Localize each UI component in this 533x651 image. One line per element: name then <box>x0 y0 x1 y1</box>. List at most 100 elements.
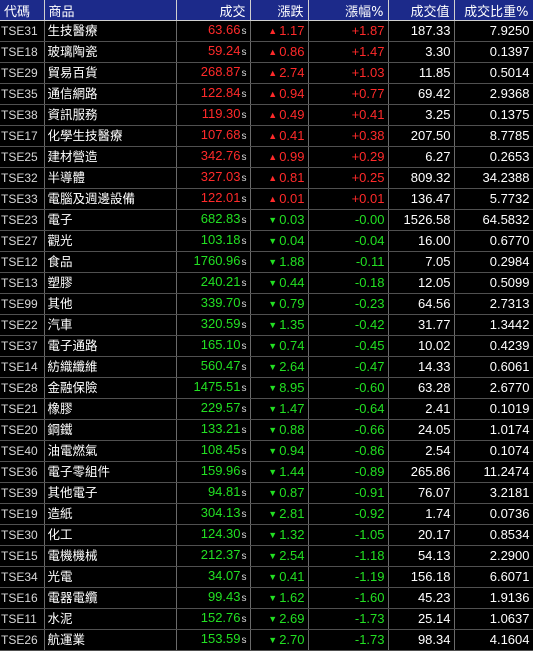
change-cell: ▼ 2.81 <box>250 503 309 525</box>
change-cell: ▼ 1.35 <box>250 314 309 336</box>
sector-name: 金融保險 <box>44 377 177 399</box>
turnover-cell: 3.30 <box>388 41 455 63</box>
turnover-ratio-cell: 0.1397 <box>454 41 533 63</box>
change-value: 0.88 <box>279 421 305 437</box>
up-triangle-icon: ▲ <box>268 172 278 183</box>
table-row[interactable]: TSE31 生技醫療 63.66s ▲ 1.17 +1.87 187.33 7.9250 <box>0 20 533 42</box>
column-header-price[interactable]: 成交 <box>176 0 251 21</box>
down-triangle-icon: ▼ <box>268 235 278 246</box>
table-header: 代碼 商品 成交 漲跌 漲幅% 成交值 成交比重% <box>0 0 533 21</box>
turnover-cell: 24.05 <box>388 419 455 441</box>
down-triangle-icon: ▼ <box>268 361 278 372</box>
table-row[interactable]: TSE23 電子 682.83s ▼ 0.03 -0.00 1526.58 64.5832 <box>0 209 533 231</box>
table-row[interactable]: TSE26 航運業 153.59s ▼ 2.70 -1.73 98.34 4.1604 <box>0 629 533 651</box>
table-row[interactable]: TSE40 油電燃氣 108.45s ▼ 0.94 -0.86 2.54 0.1074 <box>0 440 533 462</box>
table-row[interactable]: TSE36 電子零組件 159.96s ▼ 1.44 -0.89 265.86 11.2474 <box>0 461 533 483</box>
price-value: 682.83 <box>200 211 241 226</box>
change-pct-cell: -1.73 <box>308 608 389 630</box>
price-cell: 304.13s <box>176 503 251 525</box>
table-row[interactable]: TSE33 電腦及週邊設備 122.01s ▲ 0.01 +0.01 136.47 5.773… <box>0 188 533 210</box>
table-row[interactable]: TSE25 建材營造 342.76s ▲ 0.99 +0.29 6.27 0.2653 <box>0 146 533 168</box>
table-row[interactable]: TSE15 電機機械 212.37s ▼ 2.54 -1.18 54.13 2.2900 <box>0 545 533 567</box>
sector-code: TSE16 <box>0 587 45 609</box>
table-row[interactable]: TSE39 其他電子 94.81s ▼ 0.87 -0.91 76.07 3.2181 <box>0 482 533 504</box>
table-row[interactable]: TSE12 食品 1760.96s ▼ 1.88 -0.11 7.05 0.2984 <box>0 251 533 273</box>
price-cell: 152.76s <box>176 608 251 630</box>
sector-name: 化學生技醫療 <box>44 125 177 147</box>
turnover-cell: 11.85 <box>388 62 455 84</box>
change-cell: ▲ 0.49 <box>250 104 309 126</box>
table-row[interactable]: TSE99 其他 339.70s ▼ 0.79 -0.23 64.56 2.7313 <box>0 293 533 315</box>
down-triangle-icon: ▼ <box>268 508 278 519</box>
change-cell: ▼ 0.88 <box>250 419 309 441</box>
change-pct-cell: -1.18 <box>308 545 389 567</box>
column-header-change-pct[interactable]: 漲幅% <box>308 0 389 21</box>
price-cell: 560.47s <box>176 356 251 378</box>
table-row[interactable]: TSE19 造紙 304.13s ▼ 2.81 -0.92 1.74 0.0736 <box>0 503 533 525</box>
change-pct-cell: +1.87 <box>308 20 389 42</box>
table-row[interactable]: TSE11 水泥 152.76s ▼ 2.69 -1.73 25.14 1.0637 <box>0 608 533 630</box>
table-row[interactable]: TSE17 化學生技醫療 107.68s ▲ 0.41 +0.38 207.50 8.7785 <box>0 125 533 147</box>
up-triangle-icon: ▲ <box>268 67 278 78</box>
price-cell: 94.81s <box>176 482 251 504</box>
turnover-cell: 3.25 <box>388 104 455 126</box>
table-row[interactable]: TSE37 電子通路 165.10s ▼ 0.74 -0.45 10.02 0.4239 <box>0 335 533 357</box>
sector-name: 光電 <box>44 566 177 588</box>
table-row[interactable]: TSE34 光電 34.07s ▼ 0.41 -1.19 156.18 6.6071 <box>0 566 533 588</box>
column-header-turnover-ratio[interactable]: 成交比重% <box>454 0 533 21</box>
price-value: 59.24 <box>207 43 241 58</box>
turnover-cell: 45.23 <box>388 587 455 609</box>
turnover-cell: 20.17 <box>388 524 455 546</box>
change-cell: ▼ 0.79 <box>250 293 309 315</box>
table-row[interactable]: TSE14 紡織纖維 560.47s ▼ 2.64 -0.47 14.33 0.6061 <box>0 356 533 378</box>
table-row[interactable]: TSE30 化工 124.30s ▼ 1.32 -1.05 20.17 0.8534 <box>0 524 533 546</box>
change-pct-cell: -1.60 <box>308 587 389 609</box>
table-row[interactable]: TSE27 觀光 103.18s ▼ 0.04 -0.04 16.00 0.6770 <box>0 230 533 252</box>
change-pct-cell: +0.25 <box>308 167 389 189</box>
sector-name: 玻璃陶瓷 <box>44 41 177 63</box>
change-value: 0.41 <box>279 127 305 143</box>
price-cell: 339.70s <box>176 293 251 315</box>
table-row[interactable]: TSE38 資訊服務 119.30s ▲ 0.49 +0.41 3.25 0.1375 <box>0 104 533 126</box>
sector-code: TSE14 <box>0 356 45 378</box>
price-value: 327.03 <box>200 169 241 184</box>
table-row[interactable]: TSE20 鋼鐵 133.21s ▼ 0.88 -0.66 24.05 1.0174 <box>0 419 533 441</box>
table-row[interactable]: TSE28 金融保險 1475.51s ▼ 8.95 -0.60 63.28 2.6770 <box>0 377 533 399</box>
turnover-ratio-cell: 0.4239 <box>454 335 533 357</box>
price-cell: 63.66s <box>176 20 251 42</box>
change-value: 0.94 <box>279 442 305 458</box>
price-value: 63.66 <box>207 22 241 37</box>
change-cell: ▼ 1.62 <box>250 587 309 609</box>
sector-code: TSE15 <box>0 545 45 567</box>
change-value: 0.04 <box>279 232 305 248</box>
change-pct-cell: -1.73 <box>308 629 389 651</box>
table-row[interactable]: TSE18 玻璃陶瓷 59.24s ▲ 0.86 +1.47 3.30 0.1397 <box>0 41 533 63</box>
change-pct-cell: -1.19 <box>308 566 389 588</box>
turnover-cell: 16.00 <box>388 230 455 252</box>
price-suffix: s <box>241 257 247 268</box>
column-header-change[interactable]: 漲跌 <box>250 0 309 21</box>
column-header-name[interactable]: 商品 <box>44 0 177 21</box>
table-row[interactable]: TSE35 通信網路 122.84s ▲ 0.94 +0.77 69.42 2.9368 <box>0 83 533 105</box>
table-row[interactable]: TSE29 貿易百貨 268.87s ▲ 2.74 +1.03 11.85 0.5014 <box>0 62 533 84</box>
sector-name: 化工 <box>44 524 177 546</box>
sector-name: 航運業 <box>44 629 177 651</box>
turnover-ratio-cell: 0.5099 <box>454 272 533 294</box>
table-row[interactable]: TSE16 電器電纜 99.43s ▼ 1.62 -1.60 45.23 1.9136 <box>0 587 533 609</box>
change-pct-cell: +1.47 <box>308 41 389 63</box>
sector-code: TSE33 <box>0 188 45 210</box>
turnover-cell: 98.34 <box>388 629 455 651</box>
column-header-turnover[interactable]: 成交值 <box>388 0 455 21</box>
table-row[interactable]: TSE22 汽車 320.59s ▼ 1.35 -0.42 31.77 1.3442 <box>0 314 533 336</box>
up-triangle-icon: ▲ <box>268 88 278 99</box>
change-pct-cell: -0.66 <box>308 419 389 441</box>
price-cell: 342.76s <box>176 146 251 168</box>
column-header-code[interactable]: 代碼 <box>0 0 45 21</box>
turnover-cell: 265.86 <box>388 461 455 483</box>
down-triangle-icon: ▼ <box>268 256 278 267</box>
price-cell: 165.10s <box>176 335 251 357</box>
table-row[interactable]: TSE13 塑膠 240.21s ▼ 0.44 -0.18 12.05 0.5099 <box>0 272 533 294</box>
table-row[interactable]: TSE21 橡膠 229.57s ▼ 1.47 -0.64 2.41 0.1019 <box>0 398 533 420</box>
table-row[interactable]: TSE32 半導體 327.03s ▲ 0.81 +0.25 809.32 34.2388 <box>0 167 533 189</box>
change-value: 0.94 <box>279 85 305 101</box>
